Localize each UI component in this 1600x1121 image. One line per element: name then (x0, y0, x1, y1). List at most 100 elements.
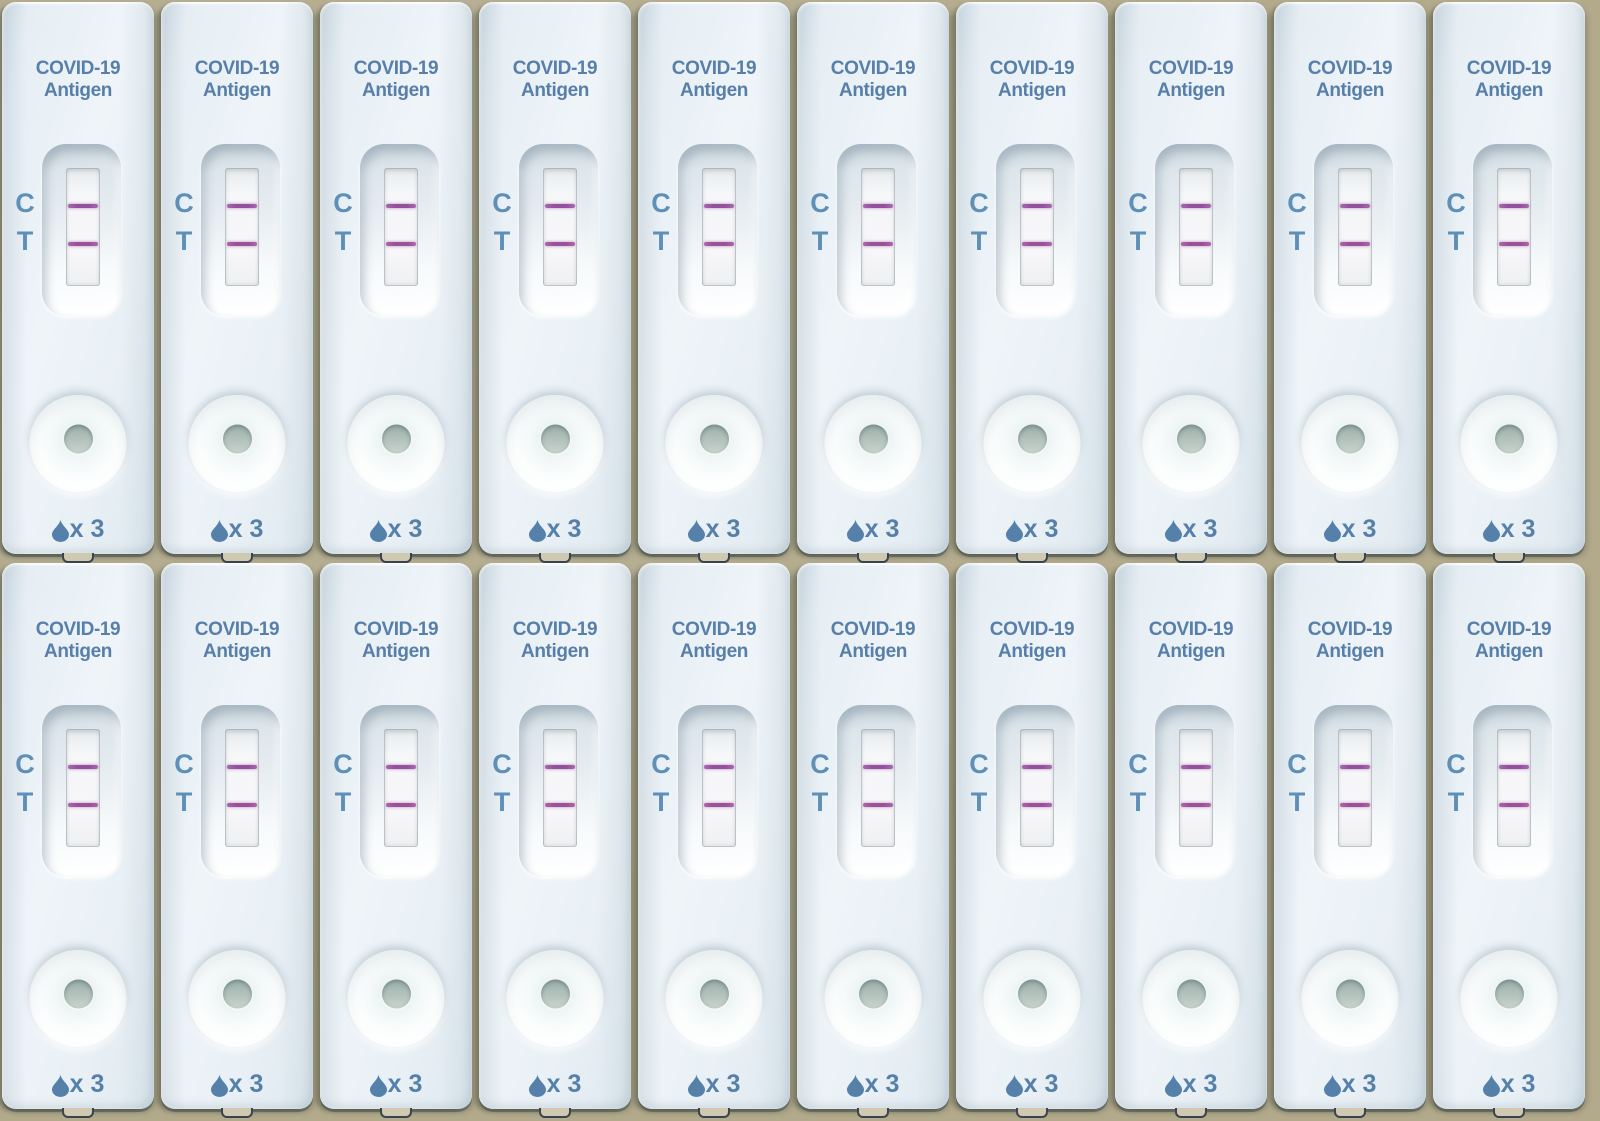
bottom-tab (380, 1108, 412, 1118)
test-label: T (493, 226, 511, 256)
sample-well-hole (699, 424, 729, 454)
test-line (1022, 803, 1052, 807)
test-cassette: COVID-19 Antigen C T x 3 (1274, 2, 1426, 563)
bottom-tab (857, 1108, 889, 1118)
droplet-icon (51, 519, 69, 542)
bottom-tab (1334, 553, 1366, 563)
control-label: C (174, 749, 194, 779)
sample-well (347, 950, 445, 1047)
cassette-title: COVID-19 Antigen (1433, 58, 1585, 102)
cassette-title-line2: Antigen (1316, 80, 1384, 101)
dose-count-label: x 3 (387, 515, 423, 543)
test-cassette: COVID-19 Antigen C T x 3 (479, 563, 631, 1118)
control-line (227, 204, 257, 208)
dose-count-label: x 3 (69, 515, 105, 543)
test-label: T (652, 787, 670, 817)
sample-well (824, 395, 922, 492)
dose-count-label: x 3 (387, 1070, 423, 1098)
cassette-title-line1: COVID-19 (830, 619, 916, 640)
dose-instruction: x 3 (1433, 1072, 1585, 1097)
cassette-title-line1: COVID-19 (671, 58, 757, 79)
droplet-icon (1164, 519, 1182, 542)
droplet-icon (1164, 1074, 1182, 1097)
cassette-title: COVID-19 Antigen (161, 619, 313, 663)
result-window (1497, 168, 1531, 286)
test-cassette: COVID-19 Antigen C T x 3 (161, 2, 313, 563)
cassette-title-line2: Antigen (44, 80, 112, 101)
result-window (66, 729, 100, 847)
result-window (225, 729, 259, 847)
test-cassette: COVID-19 Antigen C T x 3 (797, 563, 949, 1118)
test-line (68, 803, 98, 807)
sample-well (824, 950, 922, 1047)
control-label: C (810, 749, 830, 779)
bottom-tab (1016, 553, 1048, 563)
bottom-tab (1493, 1108, 1525, 1118)
dose-instruction: x 3 (1274, 1072, 1426, 1097)
test-label: T (652, 226, 670, 256)
bottom-tab (698, 1108, 730, 1118)
test-label: T (16, 787, 34, 817)
cassette-title-line1: COVID-19 (194, 619, 280, 640)
dose-instruction: x 3 (320, 1072, 472, 1097)
cassette-title-line1: COVID-19 (353, 58, 439, 79)
control-label: C (15, 188, 35, 218)
test-line (863, 803, 893, 807)
dose-count-label: x 3 (1341, 515, 1377, 543)
dose-instruction: x 3 (1115, 1072, 1267, 1097)
cassette-title-line2: Antigen (203, 80, 271, 101)
control-label: C (1446, 749, 1466, 779)
cassette-title-line1: COVID-19 (512, 619, 598, 640)
droplet-icon (846, 519, 864, 542)
bottom-tab (221, 1108, 253, 1118)
cassette-title: COVID-19 Antigen (1115, 58, 1267, 102)
sample-well (1142, 395, 1240, 492)
sample-well (1460, 395, 1558, 492)
cassette-title-line2: Antigen (1157, 80, 1225, 101)
test-line (68, 242, 98, 246)
cassette-title-line1: COVID-19 (1148, 58, 1234, 79)
result-window (702, 168, 736, 286)
cassette-title-line1: COVID-19 (989, 619, 1075, 640)
dose-count-label: x 3 (705, 515, 741, 543)
cassette-title-line2: Antigen (1157, 641, 1225, 662)
test-cassette: COVID-19 Antigen C T x 3 (638, 2, 790, 563)
cassette-title-line2: Antigen (362, 80, 430, 101)
bottom-tab (1175, 1108, 1207, 1118)
dose-instruction: x 3 (956, 1072, 1108, 1097)
droplet-icon (1323, 519, 1341, 542)
dose-instruction: x 3 (797, 517, 949, 542)
cassette-title-line2: Antigen (1475, 80, 1543, 101)
result-window (1020, 729, 1054, 847)
test-line (1499, 803, 1529, 807)
test-cassette: COVID-19 Antigen C T x 3 (320, 2, 472, 563)
sample-well (665, 395, 763, 492)
control-label: C (1287, 188, 1307, 218)
sample-well (188, 950, 286, 1047)
control-line (863, 765, 893, 769)
control-line (1181, 765, 1211, 769)
sample-well (1142, 950, 1240, 1047)
sample-well-hole (858, 979, 888, 1009)
cassette-title-line1: COVID-19 (512, 58, 598, 79)
sample-well (188, 395, 286, 492)
sample-well (506, 395, 604, 492)
dose-count-label: x 3 (864, 1070, 900, 1098)
result-window (66, 168, 100, 286)
control-label: C (651, 188, 671, 218)
test-line (227, 242, 257, 246)
dose-count-label: x 3 (864, 515, 900, 543)
control-label: C (1446, 188, 1466, 218)
sample-well (29, 950, 127, 1047)
dose-instruction: x 3 (638, 517, 790, 542)
test-label: T (811, 226, 829, 256)
sample-well (29, 395, 127, 492)
dose-count-label: x 3 (1500, 515, 1536, 543)
sample-well-hole (1176, 424, 1206, 454)
droplet-icon (1323, 1074, 1341, 1097)
test-cassette: COVID-19 Antigen C T x 3 (2, 563, 154, 1118)
cassette-title: COVID-19 Antigen (479, 619, 631, 663)
sample-well-hole (1494, 424, 1524, 454)
sample-well-hole (1494, 979, 1524, 1009)
cassette-title-line1: COVID-19 (1466, 58, 1552, 79)
